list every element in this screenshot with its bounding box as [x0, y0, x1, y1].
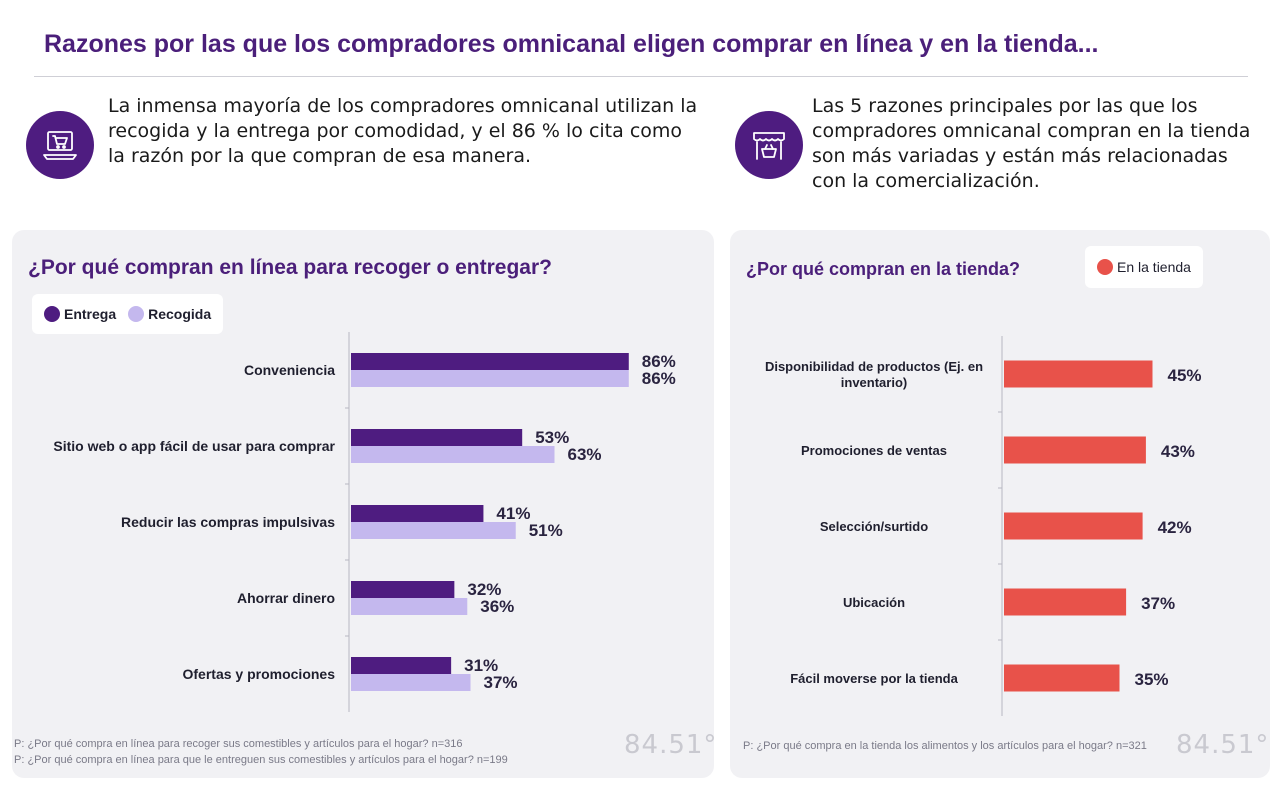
data-label: 32%	[467, 580, 501, 599]
category-label: Sitio web o app fácil de usar para compr…	[53, 438, 335, 454]
bar-recogida	[351, 522, 516, 539]
bar-recogida	[351, 370, 629, 387]
data-label: 86%	[642, 352, 676, 371]
online-bar-chart: Conveniencia 86%86% Sitio web o app fácil …	[53, 332, 676, 712]
category-label: Conveniencia	[244, 362, 335, 378]
category-label: Promociones de ventas	[801, 443, 947, 458]
category-label: Ahorrar dinero	[237, 590, 335, 606]
data-label: 86%	[642, 369, 676, 388]
category-label: Reducir las compras impulsivas	[121, 514, 335, 530]
category-label: Disponibilidad de productos (Ej. en inven…	[765, 359, 983, 390]
intro-left-text: La inmensa mayoría de los compradores om…	[108, 95, 698, 167]
footnote-pickup: P: ¿Por qué compra en línea para recoger…	[14, 738, 463, 750]
data-label: 42%	[1158, 518, 1192, 537]
bar-recogida	[351, 674, 471, 691]
online-chart-footnotes: P: ¿Por qué compra en línea para recoger…	[14, 736, 624, 768]
intro-right-text: Las 5 razones principales por las que lo…	[812, 95, 1251, 192]
bar-entrega	[351, 429, 523, 446]
online-chart-legend: Entrega Recogida	[32, 294, 224, 334]
legend-label-recogida: Recogida	[148, 306, 212, 322]
online-chart-panel: ¿Por qué compran en línea para recoger o…	[12, 230, 718, 778]
legend-item-tienda: En la tienda	[1097, 259, 1191, 275]
bar-entrega	[351, 353, 629, 370]
bar-en-la-tienda	[1004, 436, 1146, 464]
store-chart-title: ¿Por qué compran en la tienda?	[746, 259, 1021, 279]
data-label: 45%	[1168, 366, 1202, 385]
data-label: 36%	[480, 597, 514, 616]
legend-swatch-entrega	[44, 306, 60, 322]
bar-recogida	[351, 446, 555, 463]
data-label: 37%	[484, 673, 518, 692]
data-label: 53%	[535, 428, 569, 447]
data-label: 41%	[496, 504, 530, 523]
bar-entrega	[351, 505, 484, 522]
data-label: 31%	[464, 656, 498, 675]
brand-logo-right: 84.51°	[1176, 730, 1270, 760]
bar-recogida	[351, 598, 468, 615]
bar-entrega	[351, 581, 455, 598]
data-label: 63%	[567, 445, 601, 464]
category-label: Ofertas y promociones	[183, 666, 336, 682]
bar-en-la-tienda	[1004, 360, 1153, 388]
legend-label-entrega: Entrega	[64, 306, 117, 322]
category-label: Fácil moverse por la tienda	[790, 671, 958, 686]
legend-item-entrega: Entrega	[44, 306, 116, 322]
legend-item-recogida: Recogida	[128, 306, 211, 322]
bar-entrega	[351, 657, 452, 674]
category-label: Selección/surtido	[820, 519, 928, 534]
data-label: 37%	[1141, 594, 1175, 613]
store-chart-panel: ¿Por qué compran en la tienda? En la tie…	[730, 230, 1270, 778]
laptop-cart-icon	[26, 111, 94, 179]
legend-label-tienda: En la tienda	[1117, 259, 1191, 275]
legend-swatch-recogida	[128, 306, 145, 322]
store-chart-legend: En la tienda	[1085, 246, 1203, 288]
online-chart-title: ¿Por qué compran en línea para recoger o…	[28, 256, 552, 279]
bar-en-la-tienda	[1004, 512, 1143, 540]
bar-en-la-tienda	[1004, 588, 1127, 616]
legend-swatch-tienda	[1097, 259, 1113, 275]
page-title: Razones por las que los compradores omni…	[44, 30, 1099, 58]
category-label: Ubicación	[843, 595, 905, 610]
footnote-delivery: P: ¿Por qué compra en línea para que le …	[14, 754, 508, 766]
title-divider	[34, 76, 1248, 77]
data-label: 43%	[1161, 442, 1195, 461]
store-chart-footnote: P: ¿Por qué compra en la tienda los alim…	[743, 740, 1147, 752]
bar-en-la-tienda	[1004, 664, 1120, 692]
data-label: 51%	[529, 521, 563, 540]
storefront-basket-icon	[735, 111, 803, 179]
store-bar-chart: Disponibilidad de productos (Ej. en inven…	[765, 336, 1202, 716]
data-label: 35%	[1135, 670, 1169, 689]
brand-logo-left: 84.51°	[624, 730, 718, 760]
